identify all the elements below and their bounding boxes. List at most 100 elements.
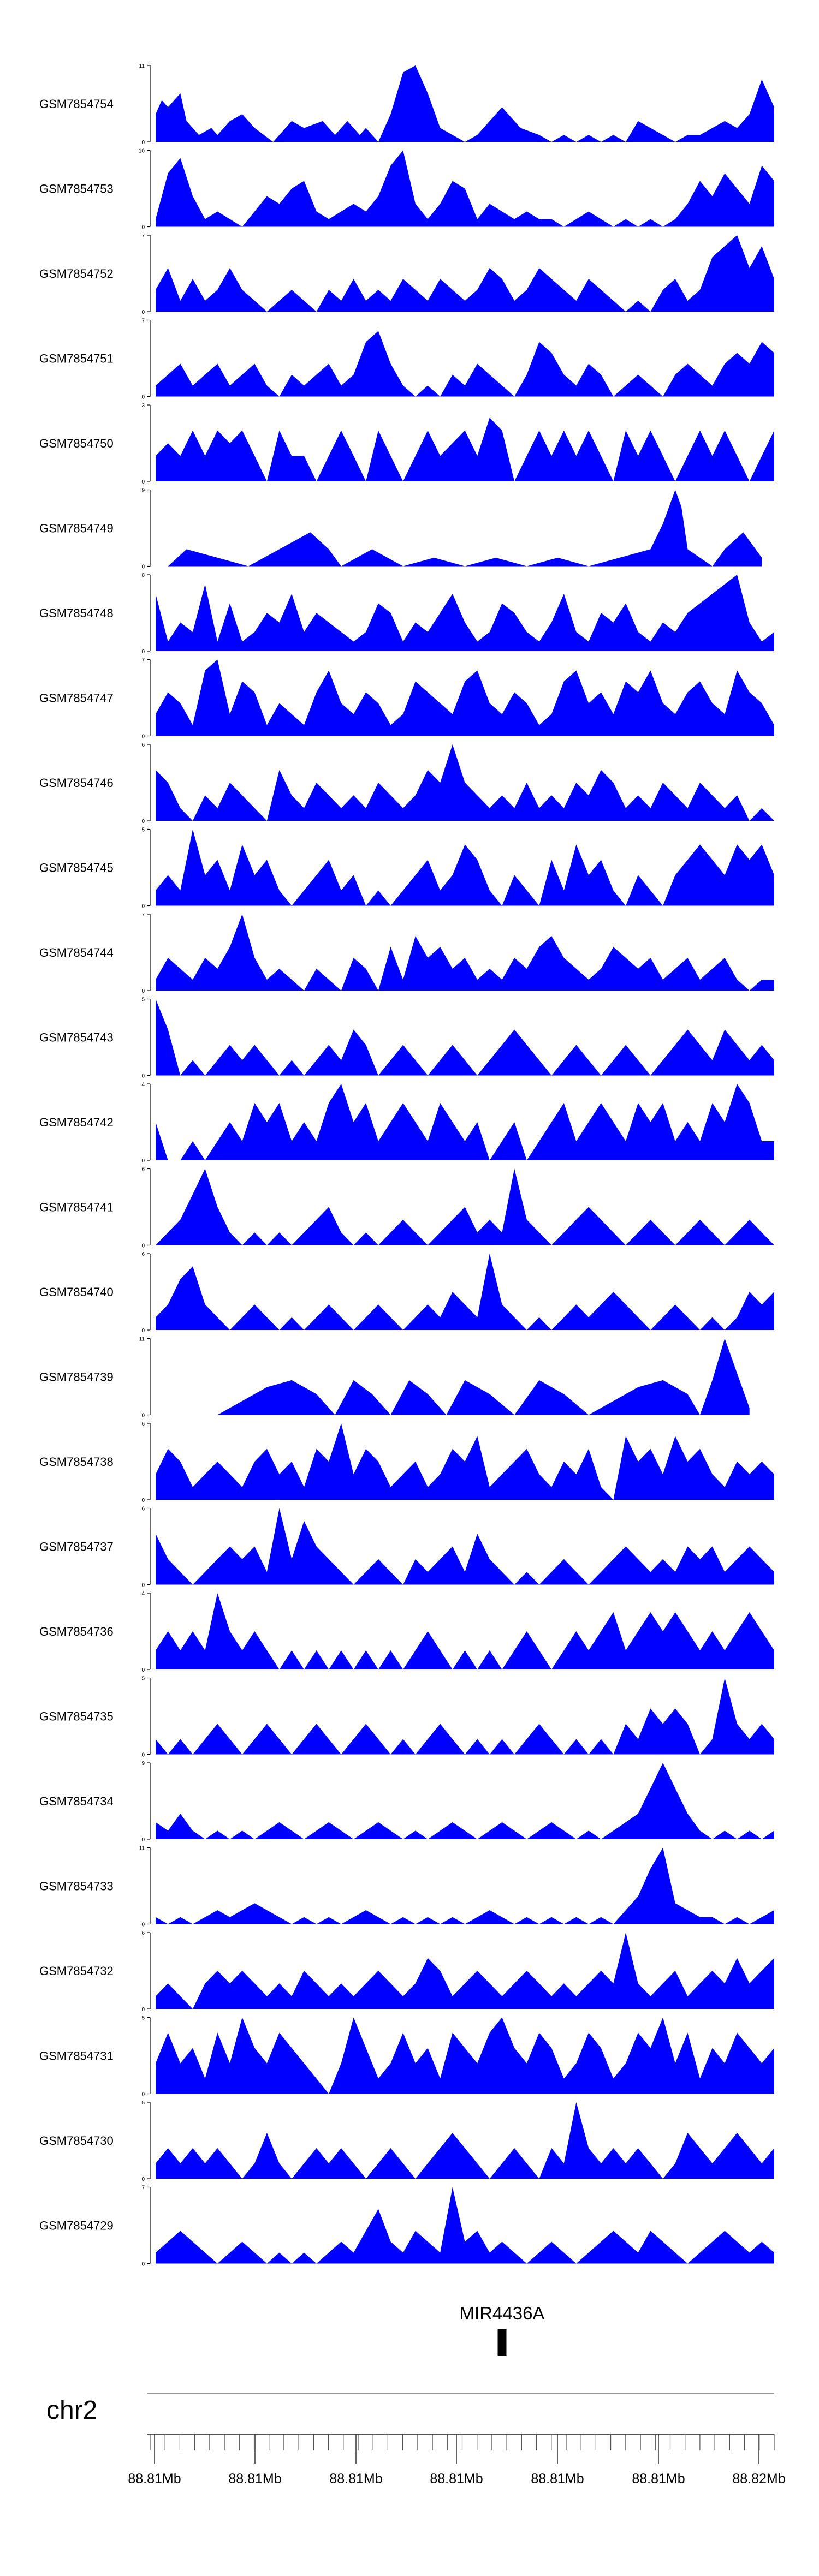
y-axis-max-label: 11 bbox=[139, 63, 145, 69]
track-GSM7854734: GSM7854734 9 0 bbox=[39, 1761, 774, 1843]
axis-tick-label: 88.81Mb bbox=[430, 2471, 483, 2486]
track-label: GSM7854739 bbox=[39, 1370, 114, 1384]
chromosome-ideogram: chr2 bbox=[46, 2393, 774, 2425]
track-label: GSM7854733 bbox=[39, 1880, 114, 1893]
gene-label: MIR4436A bbox=[460, 2303, 545, 2323]
y-axis-max-label: 6 bbox=[141, 1167, 145, 1173]
y-axis-max-label: 10 bbox=[139, 148, 145, 154]
track-GSM7854735: GSM7854735 5 0 bbox=[39, 1676, 774, 1758]
axis-tick-label: 88.82Mb bbox=[732, 2471, 785, 2486]
y-axis-min-label: 0 bbox=[141, 2177, 145, 2183]
track-label: GSM7854745 bbox=[39, 861, 114, 875]
y-axis-min-label: 0 bbox=[141, 2092, 145, 2098]
coverage-area-GSM7854740 bbox=[156, 1254, 774, 1330]
y-axis-min-label: 0 bbox=[141, 140, 145, 146]
axis-tick-label: 88.81Mb bbox=[228, 2471, 281, 2486]
y-axis-max-label: 5 bbox=[141, 997, 145, 1003]
y-axis-max-label: 7 bbox=[141, 2185, 145, 2191]
coverage-area-GSM7854731 bbox=[156, 2017, 774, 2094]
y-axis-max-label: 11 bbox=[139, 1846, 145, 1852]
track-GSM7854740: GSM7854740 6 0 bbox=[39, 1251, 774, 1334]
track-GSM7854737: GSM7854737 6 0 bbox=[39, 1506, 774, 1589]
track-label: GSM7854751 bbox=[39, 352, 114, 366]
track-GSM7854744: GSM7854744 7 0 bbox=[39, 912, 774, 994]
track-GSM7854746: GSM7854746 6 0 bbox=[39, 742, 774, 825]
coverage-area-GSM7854748 bbox=[156, 575, 774, 651]
coverage-area-GSM7854734 bbox=[156, 1763, 774, 1839]
y-axis-min-label: 0 bbox=[141, 225, 145, 231]
track-GSM7854747: GSM7854747 7 0 bbox=[39, 658, 774, 740]
track-label: GSM7854753 bbox=[39, 182, 114, 196]
genome-axis-major-ticks: 88.81Mb 88.81Mb 88.81Mb 88.81Mb 88.81Mb 88.81… bbox=[128, 2434, 786, 2486]
coverage-area-GSM7854752 bbox=[156, 235, 774, 312]
genome-axis: 88.81Mb 88.81Mb 88.81Mb 88.81Mb 88.81Mb 88.81… bbox=[128, 2434, 786, 2486]
coverage-area-GSM7854742 bbox=[156, 1084, 774, 1160]
y-axis-max-label: 3 bbox=[141, 403, 145, 409]
y-axis-min-label: 0 bbox=[141, 1922, 145, 1928]
track-label: GSM7854735 bbox=[39, 1710, 114, 1724]
coverage-area-GSM7854747 bbox=[156, 659, 774, 736]
track-GSM7854751: GSM7854751 7 0 bbox=[39, 318, 774, 401]
y-axis-min-label: 0 bbox=[141, 395, 145, 401]
y-axis-min-label: 0 bbox=[141, 649, 145, 655]
y-axis-max-label: 5 bbox=[141, 827, 145, 833]
track-label: GSM7854743 bbox=[39, 1031, 114, 1045]
coverage-area-GSM7854741 bbox=[156, 1168, 774, 1245]
coverage-area-GSM7854732 bbox=[156, 1933, 774, 2009]
track-GSM7854733: GSM7854733 11 0 bbox=[39, 1846, 774, 1928]
y-axis-min-label: 0 bbox=[141, 2007, 145, 2013]
coverage-area-GSM7854735 bbox=[156, 1678, 774, 1755]
track-GSM7854753: GSM7854753 10 0 bbox=[39, 148, 774, 231]
y-axis-max-label: 6 bbox=[141, 742, 145, 748]
y-axis-min-label: 0 bbox=[141, 1837, 145, 1843]
track-label: GSM7854746 bbox=[39, 776, 114, 790]
track-GSM7854738: GSM7854738 6 0 bbox=[39, 1421, 774, 1504]
coverage-area-GSM7854745 bbox=[156, 829, 774, 906]
y-axis-max-label: 5 bbox=[141, 2100, 145, 2106]
track-GSM7854729: GSM7854729 7 0 bbox=[39, 2185, 774, 2268]
track-label: GSM7854737 bbox=[39, 1540, 114, 1554]
track-GSM7854739: GSM7854739 11 0 bbox=[39, 1337, 750, 1419]
y-axis-min-label: 0 bbox=[141, 1328, 145, 1334]
y-axis-max-label: 6 bbox=[141, 1421, 145, 1427]
y-axis-min-label: 0 bbox=[141, 2262, 145, 2268]
track-GSM7854732: GSM7854732 6 0 bbox=[39, 1930, 774, 2013]
y-axis-max-label: 7 bbox=[141, 233, 145, 239]
track-GSM7854742: GSM7854742 4 0 bbox=[39, 1082, 774, 1164]
track-label: GSM7854744 bbox=[39, 946, 114, 959]
track-label: GSM7854731 bbox=[39, 2049, 114, 2063]
y-axis-min-label: 0 bbox=[141, 309, 145, 315]
coverage-area-GSM7854730 bbox=[156, 2102, 774, 2179]
track-label: GSM7854736 bbox=[39, 1625, 114, 1638]
track-label: GSM7854750 bbox=[39, 437, 114, 450]
track-GSM7854752: GSM7854752 7 0 bbox=[39, 233, 774, 315]
coverage-area-GSM7854733 bbox=[156, 1847, 774, 1924]
gene-track: MIR4436A bbox=[460, 2303, 545, 2356]
y-axis-max-label: 7 bbox=[141, 658, 145, 664]
coverage-area-GSM7854729 bbox=[156, 2187, 774, 2264]
y-axis-max-label: 5 bbox=[141, 2016, 145, 2022]
track-GSM7854731: GSM7854731 5 0 bbox=[39, 2016, 774, 2098]
y-axis-max-label: 6 bbox=[141, 1930, 145, 1936]
y-axis-min-label: 0 bbox=[141, 988, 145, 994]
y-axis-max-label: 9 bbox=[141, 1761, 145, 1767]
track-GSM7854754: GSM7854754 11 0 bbox=[39, 63, 774, 146]
coverage-area-GSM7854749 bbox=[168, 490, 762, 567]
track-GSM7854730: GSM7854730 5 0 bbox=[39, 2100, 774, 2183]
track-label: GSM7854740 bbox=[39, 1285, 114, 1299]
track-label: GSM7854754 bbox=[39, 97, 114, 111]
track-GSM7854745: GSM7854745 5 0 bbox=[39, 827, 774, 910]
coverage-area-GSM7854737 bbox=[156, 1508, 774, 1585]
track-label: GSM7854732 bbox=[39, 1964, 114, 1978]
coverage-area-GSM7854751 bbox=[156, 331, 774, 397]
y-axis-max-label: 7 bbox=[141, 318, 145, 324]
y-axis-max-label: 8 bbox=[141, 573, 145, 579]
y-axis-max-label: 6 bbox=[141, 1506, 145, 1512]
y-axis-max-label: 5 bbox=[141, 1676, 145, 1682]
track-label: GSM7854742 bbox=[39, 1116, 114, 1129]
track-GSM7854736: GSM7854736 4 0 bbox=[39, 1591, 774, 1673]
chromosome-label: chr2 bbox=[46, 2396, 97, 2425]
coverage-area-GSM7854750 bbox=[156, 418, 774, 481]
y-axis-min-label: 0 bbox=[141, 564, 145, 570]
